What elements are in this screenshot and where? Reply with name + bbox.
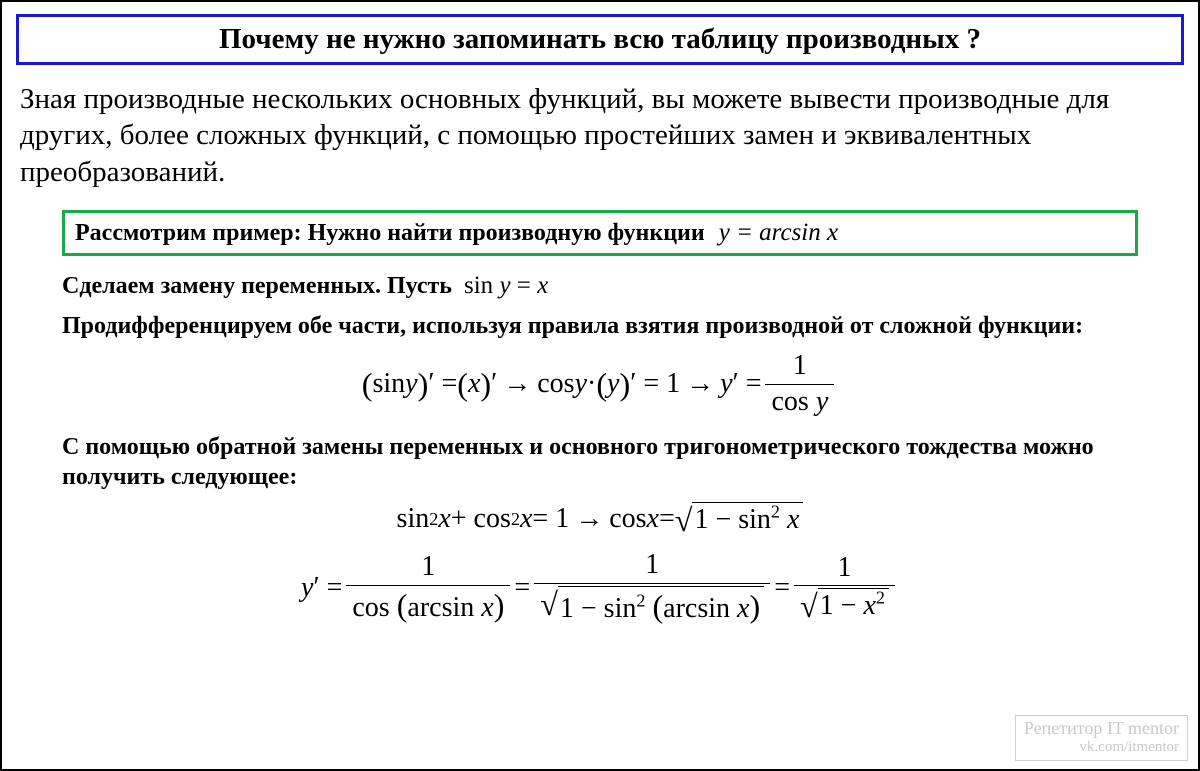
step-1-formula: sin y = x — [464, 272, 548, 299]
title-box: Почему не нужно запоминать всю таблицу п… — [16, 14, 1184, 65]
page-title: Почему не нужно запоминать всю таблицу п… — [219, 23, 981, 55]
math-line-3: y′ = 1cos (arcsin x) = 1√1 − sin2 (arcsi… — [2, 550, 1198, 625]
example-box: Рассмотрим пример: Нужно найти производн… — [62, 210, 1138, 256]
math-line-2: sin2 x + cos2 x = 1 → cos x = √1 − sin2 … — [2, 502, 1198, 537]
example-formula: y = arcsin x — [719, 219, 838, 247]
step-1-text: Сделаем замену переменных. Пусть — [62, 273, 452, 299]
example-label: Рассмотрим пример: Нужно найти производн… — [75, 220, 705, 247]
math-line-1: (sin y)′ = (x)′ → cos y · (y)′ = 1 → y′ … — [2, 351, 1198, 418]
step-3: С помощью обратной замены переменных и о… — [62, 432, 1138, 492]
watermark-line1: Репетитор IT mentor — [1024, 718, 1179, 739]
step-1: Сделаем замену переменных. Пусть sin y =… — [62, 270, 1138, 301]
watermark: Репетитор IT mentor vk.com/itmentor — [1015, 715, 1188, 761]
intro-paragraph: Зная производные нескольких основных фун… — [20, 81, 1180, 190]
watermark-line2: vk.com/itmentor — [1024, 739, 1179, 756]
step-2: Продифференцируем обе части, используя п… — [62, 311, 1138, 341]
